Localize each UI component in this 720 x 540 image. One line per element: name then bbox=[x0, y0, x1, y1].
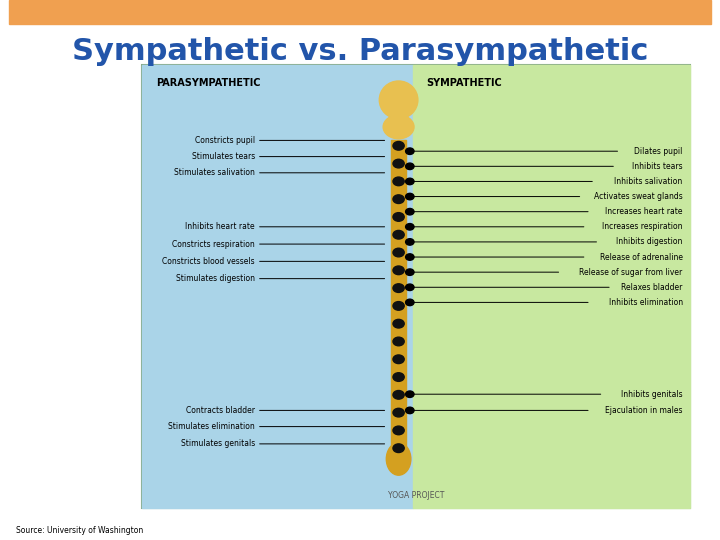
Circle shape bbox=[393, 231, 404, 239]
Text: Activates sweat glands: Activates sweat glands bbox=[594, 192, 683, 201]
Circle shape bbox=[405, 208, 414, 215]
Circle shape bbox=[405, 193, 414, 200]
Ellipse shape bbox=[387, 443, 411, 475]
Bar bbox=[143, 65, 413, 508]
Circle shape bbox=[405, 407, 414, 414]
Circle shape bbox=[393, 195, 404, 204]
Ellipse shape bbox=[379, 81, 418, 119]
Circle shape bbox=[405, 254, 414, 260]
Circle shape bbox=[393, 266, 404, 275]
Circle shape bbox=[393, 373, 404, 381]
Circle shape bbox=[393, 408, 404, 417]
Circle shape bbox=[393, 159, 404, 168]
Circle shape bbox=[405, 239, 414, 245]
Text: Constricts pupil: Constricts pupil bbox=[194, 136, 255, 145]
Text: Increases heart rate: Increases heart rate bbox=[606, 207, 683, 216]
Text: Release of adrenaline: Release of adrenaline bbox=[600, 253, 683, 261]
Text: Sympathetic vs. Parasympathetic: Sympathetic vs. Parasympathetic bbox=[72, 37, 648, 66]
Text: Ejaculation in males: Ejaculation in males bbox=[606, 406, 683, 415]
Text: Inhibits tears: Inhibits tears bbox=[632, 162, 683, 171]
Circle shape bbox=[405, 178, 414, 185]
Text: Stimulates digestion: Stimulates digestion bbox=[176, 274, 255, 283]
Circle shape bbox=[393, 284, 404, 293]
Text: Inhibits heart rate: Inhibits heart rate bbox=[185, 222, 255, 231]
Text: Dilates pupil: Dilates pupil bbox=[634, 147, 683, 156]
Circle shape bbox=[393, 355, 404, 363]
Circle shape bbox=[393, 177, 404, 186]
Circle shape bbox=[405, 284, 414, 291]
Circle shape bbox=[405, 163, 414, 170]
Text: Inhibits salivation: Inhibits salivation bbox=[614, 177, 683, 186]
Bar bbox=[391, 140, 406, 470]
FancyBboxPatch shape bbox=[143, 65, 690, 508]
Text: Contracts bladder: Contracts bladder bbox=[186, 406, 255, 415]
Circle shape bbox=[405, 224, 414, 230]
Text: Source: University of Washington: Source: University of Washington bbox=[17, 525, 143, 535]
Circle shape bbox=[393, 248, 404, 257]
Circle shape bbox=[393, 301, 404, 310]
Text: Inhibits elimination: Inhibits elimination bbox=[608, 298, 683, 307]
Text: Stimulates elimination: Stimulates elimination bbox=[168, 422, 255, 431]
Circle shape bbox=[393, 213, 404, 221]
Circle shape bbox=[383, 115, 414, 139]
Circle shape bbox=[405, 391, 414, 397]
Text: Inhibits digestion: Inhibits digestion bbox=[616, 238, 683, 246]
Text: Increases respiration: Increases respiration bbox=[602, 222, 683, 231]
Circle shape bbox=[393, 337, 404, 346]
Circle shape bbox=[405, 148, 414, 154]
Text: Constricts blood vessels: Constricts blood vessels bbox=[162, 257, 255, 266]
Text: Release of sugar from liver: Release of sugar from liver bbox=[580, 268, 683, 276]
Text: Stimulates salivation: Stimulates salivation bbox=[174, 168, 255, 177]
Bar bbox=[413, 65, 690, 508]
Circle shape bbox=[405, 299, 414, 306]
Circle shape bbox=[393, 426, 404, 435]
Circle shape bbox=[393, 444, 404, 453]
Circle shape bbox=[405, 269, 414, 275]
Text: PARASYMPATHETIC: PARASYMPATHETIC bbox=[156, 78, 261, 89]
Circle shape bbox=[393, 390, 404, 399]
Text: Inhibits genitals: Inhibits genitals bbox=[621, 390, 683, 399]
Text: Constricts respiration: Constricts respiration bbox=[172, 240, 255, 248]
Text: YOGA PROJECT: YOGA PROJECT bbox=[388, 490, 444, 500]
Circle shape bbox=[393, 319, 404, 328]
Text: Relaxes bladder: Relaxes bladder bbox=[621, 283, 683, 292]
Circle shape bbox=[393, 141, 404, 150]
Text: SYMPATHETIC: SYMPATHETIC bbox=[427, 78, 503, 89]
Text: Stimulates tears: Stimulates tears bbox=[192, 152, 255, 161]
Text: Stimulates genitals: Stimulates genitals bbox=[181, 440, 255, 448]
